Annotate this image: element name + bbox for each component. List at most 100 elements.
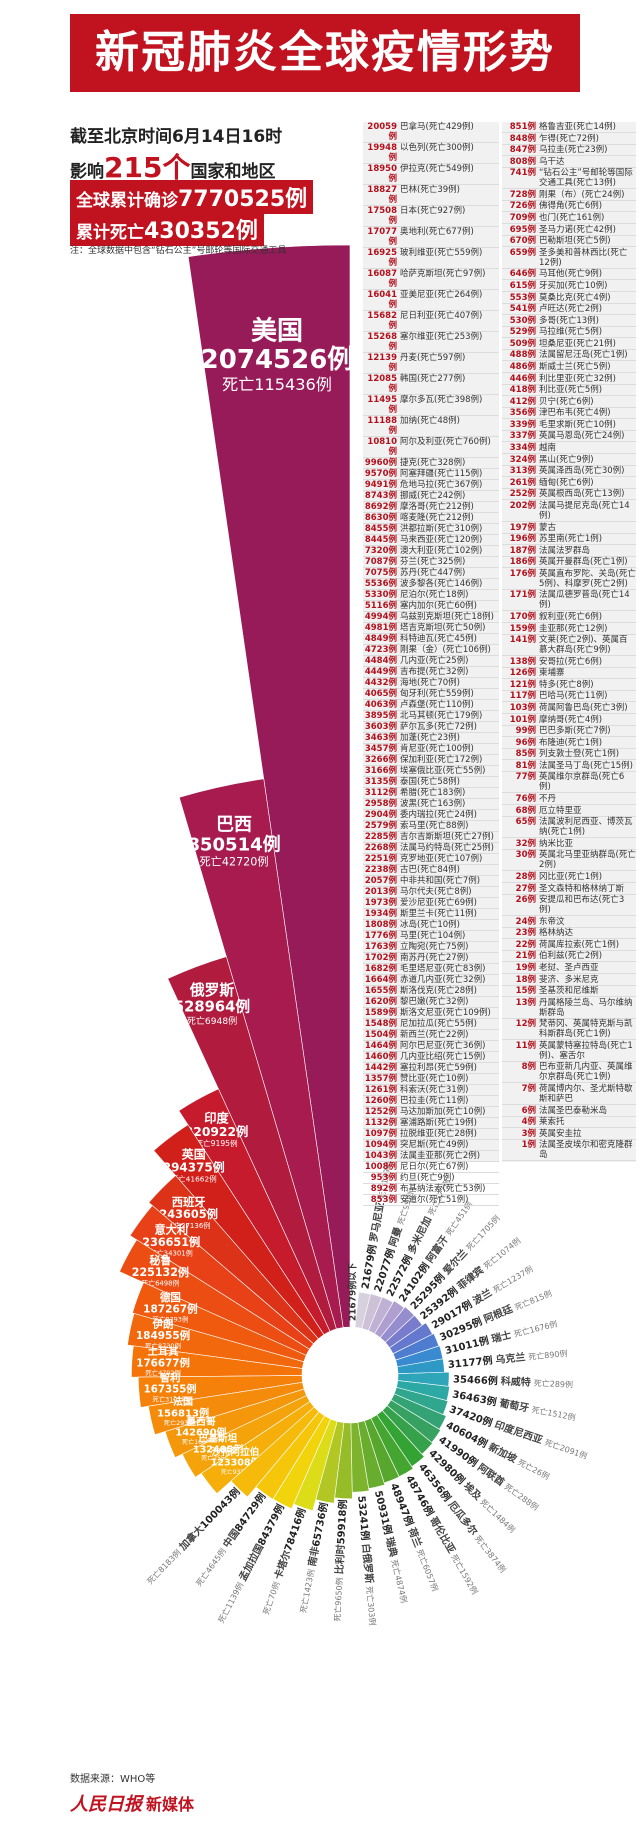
petal-deaths: 死亡1139例 — [215, 1580, 244, 1624]
list-row: 659例 圣多美和普林西比(死亡12例) — [502, 248, 636, 269]
petal-deaths: 死亡303例 — [365, 1586, 379, 1626]
affected-count: 215个 — [104, 151, 191, 184]
list-row: 23例 格林纳达 — [502, 928, 636, 940]
list-count: 4484例 — [364, 656, 397, 666]
petal-name: 瑞士 — [490, 1328, 513, 1345]
list-row: 81例 法属圣马丁岛(死亡15例) — [502, 761, 636, 772]
list-name: 日本(死亡927例) — [400, 206, 466, 216]
list-count: 2251例 — [364, 854, 397, 864]
petal-deaths: 死亡289例 — [534, 1377, 574, 1389]
list-count: 170例 — [509, 611, 536, 622]
petal-value: 59918例 — [334, 1499, 349, 1544]
list-count: 18950例 — [367, 164, 397, 184]
list-row: 8692例 摩洛哥(死亡212例) — [363, 502, 499, 513]
list-count: 8445例 — [364, 535, 397, 545]
petal-value: 294375例 — [163, 1159, 225, 1174]
list-row: 187例 法属法罗群岛 — [502, 546, 636, 557]
list-name: 安提瓜和巴布达(死亡3例) — [539, 895, 625, 916]
petal-deaths: 死亡1676例 — [513, 1318, 558, 1338]
list-name: 马达加斯加(死亡10例) — [400, 1107, 486, 1117]
petal-name: 荷兰 — [405, 1525, 425, 1549]
list-count: 1252例 — [364, 1107, 397, 1117]
petal-deaths: 死亡16872例 — [182, 1438, 220, 1446]
petal-value: 53241例 — [355, 1495, 372, 1541]
list-count: 3266例 — [364, 755, 397, 765]
petal-name: 阿根廷 — [482, 1302, 516, 1326]
list-count: 2958例 — [364, 799, 397, 809]
list-name: 北马其顿(死亡179例) — [400, 711, 483, 721]
list-name: 斯威士兰(死亡5例) — [539, 361, 611, 372]
list-name: 吉布提(死亡32例) — [400, 667, 469, 677]
list-row: 3603例 萨尔瓦多(死亡72例) — [363, 722, 499, 733]
list-count: 1094例 — [364, 1140, 397, 1150]
list-name: 贝宁(死亡6例) — [539, 396, 594, 407]
list-name: 圣文森特和格林纳丁斯 — [539, 883, 625, 894]
list-count: 13例 — [515, 997, 536, 1008]
list-row: 171例 法属瓜德罗普岛(死亡14例) — [502, 590, 636, 612]
list-name: 老挝、圣卢西亚 — [539, 963, 599, 973]
list-count: 1例 — [521, 1140, 536, 1151]
list-count: 1620例 — [364, 997, 397, 1007]
list-row: 1460例 几内亚比绍(死亡15例) — [363, 1052, 499, 1063]
petal-deaths: 死亡6948例 — [187, 1015, 238, 1027]
list-count: 1776例 — [364, 931, 397, 941]
petal-value: 132405例 — [193, 1442, 243, 1455]
petal-label: 53241例白俄罗斯死亡303例 — [355, 1495, 380, 1626]
list-name: 危地马拉(死亡367例) — [400, 480, 483, 490]
list-row: 19948例 以色列(死亡300例) — [363, 143, 499, 164]
list-name: 几内亚比绍(死亡15例) — [400, 1052, 486, 1062]
list-name: 摩洛哥(死亡212例) — [400, 502, 474, 512]
list-row: 5330例 尼泊尔(死亡18例) — [363, 590, 499, 601]
list-count: 9491例 — [364, 480, 397, 490]
list-count: 5116例 — [364, 601, 397, 611]
list-name: 圣基茨和尼维斯 — [539, 986, 599, 997]
list-count: 1097例 — [364, 1129, 397, 1139]
list-row: 1548例 尼加拉瓜(死亡55例) — [363, 1019, 499, 1030]
petal-name: 巴西 — [216, 815, 252, 836]
list-count: 21例 — [515, 951, 536, 962]
list-count: 848例 — [509, 133, 536, 144]
list-name: 肯尼亚(死亡100例) — [400, 744, 474, 754]
petal-deaths: 死亡29398例 — [164, 1419, 203, 1427]
petal-deaths: 死亡115436例 — [222, 375, 332, 394]
center-hole — [302, 1327, 398, 1423]
list-row: 1008例 尼日尔(死亡67例) — [363, 1162, 499, 1173]
list-row: 3例 英属安圭拉 — [502, 1129, 636, 1140]
list-name: 越南 — [539, 443, 557, 454]
list-count: 3112例 — [364, 788, 397, 798]
petal-name: 哥伦比亚 — [427, 1514, 458, 1555]
list-name: 马里(死亡104例) — [400, 931, 466, 941]
list-count: 15268例 — [367, 332, 397, 352]
list-name: 伯利兹(死亡2例) — [539, 951, 603, 962]
list-row: 16925例 玻利维亚(死亡559例) — [363, 248, 499, 269]
petal-deaths: 死亡1423例 — [297, 1568, 315, 1613]
list-name: 哈萨克斯坦(死亡97例) — [400, 269, 486, 279]
list-row: 553例 莫桑比克(死亡4例) — [502, 293, 636, 304]
list-count: 5330例 — [364, 590, 397, 600]
list-count: 26例 — [515, 895, 536, 906]
petal-name: 白俄罗斯 — [359, 1543, 376, 1584]
list-count: 159例 — [509, 623, 536, 634]
petal-deaths: 死亡1512例 — [531, 1404, 576, 1422]
list-row: 509例 坦桑尼亚(死亡21例) — [502, 339, 636, 350]
list-count: 4449例 — [364, 667, 397, 677]
list-count: 615例 — [509, 280, 536, 291]
petal-name: 智利 — [160, 1371, 180, 1384]
list-count: 8692例 — [364, 502, 397, 512]
confirmed-label: 全球累计确诊 — [76, 191, 178, 211]
list-count: 176例 — [509, 568, 536, 579]
list-name: 韩国(死亡277例) — [400, 374, 466, 384]
list-count: 1460例 — [364, 1052, 397, 1062]
petal-name: 波兰 — [470, 1286, 494, 1307]
list-row: 486例 斯威士兰(死亡5例) — [502, 362, 636, 373]
list-name: 塔吉克斯坦(死亡50例) — [400, 623, 486, 633]
list-row: 117例 巴哈马(死亡11例) — [502, 691, 636, 703]
list-name: 法属圭亚那(死亡2例) — [400, 1151, 481, 1161]
list-name: 纳米比亚 — [539, 838, 574, 849]
list-row: 1252例 马达加斯加(死亡10例) — [363, 1107, 499, 1118]
petal-name: 孟加拉国 — [236, 1542, 266, 1583]
list-row: 15268例 塞尔维亚(死亡253例) — [363, 332, 499, 353]
list-name: 突尼斯(死亡49例) — [400, 1140, 469, 1150]
logo-name: 人民日报 — [70, 1794, 142, 1815]
list-name: 多哥(死亡13例) — [539, 315, 599, 326]
